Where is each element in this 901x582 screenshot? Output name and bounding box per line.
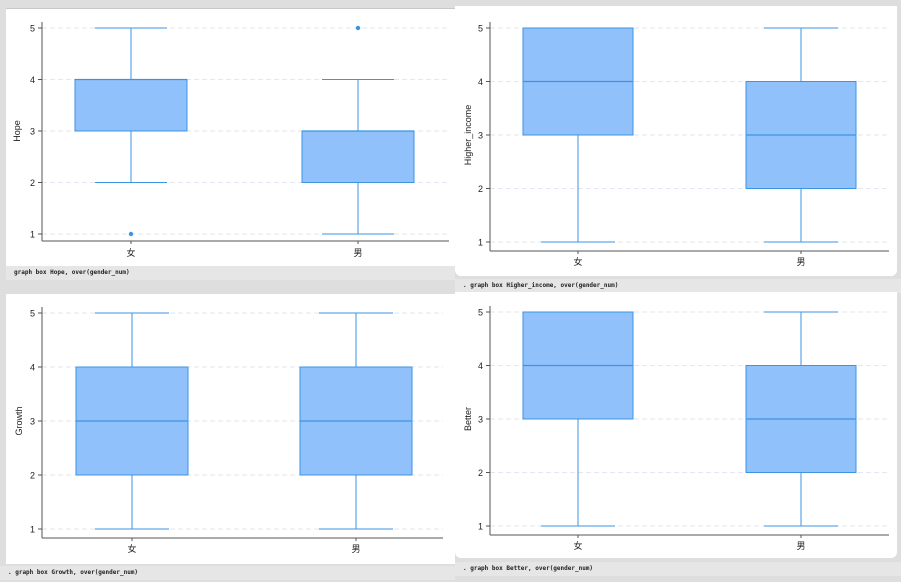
x-tick-label: 女	[573, 256, 582, 268]
x-tick-label: 男	[796, 541, 805, 552]
y-axis-label: Hope	[12, 120, 22, 142]
y-tick-label: 3	[30, 417, 35, 427]
command-line-growth: . graph box Growth, over(gender_num)	[0, 566, 455, 580]
higher-income-boxplot-panel: 1 2 3 4 5 Higher_income 女 男	[455, 6, 897, 276]
y-tick-label: 1	[30, 230, 35, 240]
y-tick-label: 5	[30, 309, 35, 319]
y-tick-label: 5	[478, 308, 483, 318]
command-line-better: . graph box Better, over(gender_num)	[455, 562, 901, 576]
x-tick-label: 男	[796, 257, 805, 268]
x-tick-label: 女	[127, 543, 136, 555]
y-tick-label: 2	[30, 178, 35, 188]
hope-boxplot-panel: 1 2 3 4 5 Hope 女 男	[6, 8, 455, 267]
y-axis-label: Growth	[14, 406, 24, 435]
y-tick-label: 1	[30, 525, 35, 535]
y-tick-label: 3	[478, 415, 483, 425]
outlier-point	[128, 231, 134, 237]
command-line-higher-income: . graph box Higher_income, over(gender_n…	[455, 279, 901, 293]
y-axis-label: Better	[463, 407, 473, 431]
better-boxplot-svg: 1 2 3 4 5 Better 女 男	[463, 306, 889, 552]
x-tick-label: 女	[126, 247, 135, 259]
y-tick-label: 2	[478, 468, 483, 478]
growth-boxplot-panel: 1 2 3 4 5 Growth 女 男	[6, 294, 455, 564]
box-iqr	[301, 130, 415, 183]
y-tick-label: 4	[30, 363, 35, 373]
x-tick-label: 女	[573, 540, 582, 552]
y-tick-label: 4	[478, 77, 483, 87]
command-line-hope: graph box Hope, over(gender_num)	[6, 266, 455, 280]
y-axis-label: Higher_income	[463, 105, 473, 166]
outlier-point	[355, 25, 361, 31]
y-tick-label: 4	[30, 75, 35, 85]
hope-boxplot-svg: 1 2 3 4 5 Hope 女 男	[12, 22, 449, 259]
y-tick-label: 3	[30, 127, 35, 137]
y-tick-label: 5	[30, 24, 35, 34]
y-tick-label: 1	[478, 522, 483, 532]
higher-income-boxplot-svg: 1 2 3 4 5 Higher_income 女 男	[463, 22, 889, 268]
growth-boxplot-svg: 1 2 3 4 5 Growth 女 男	[14, 307, 443, 555]
x-tick-label: 男	[353, 248, 362, 259]
y-tick-label: 3	[478, 131, 483, 141]
y-tick-label: 2	[30, 471, 35, 481]
y-tick-label: 2	[478, 184, 483, 194]
y-tick-label: 1	[478, 238, 483, 248]
better-boxplot-panel: 1 2 3 4 5 Better 女 男	[455, 292, 897, 558]
y-tick-label: 4	[478, 361, 483, 371]
y-tick-label: 5	[478, 24, 483, 34]
x-tick-label: 男	[351, 544, 360, 555]
box-iqr	[74, 79, 188, 132]
